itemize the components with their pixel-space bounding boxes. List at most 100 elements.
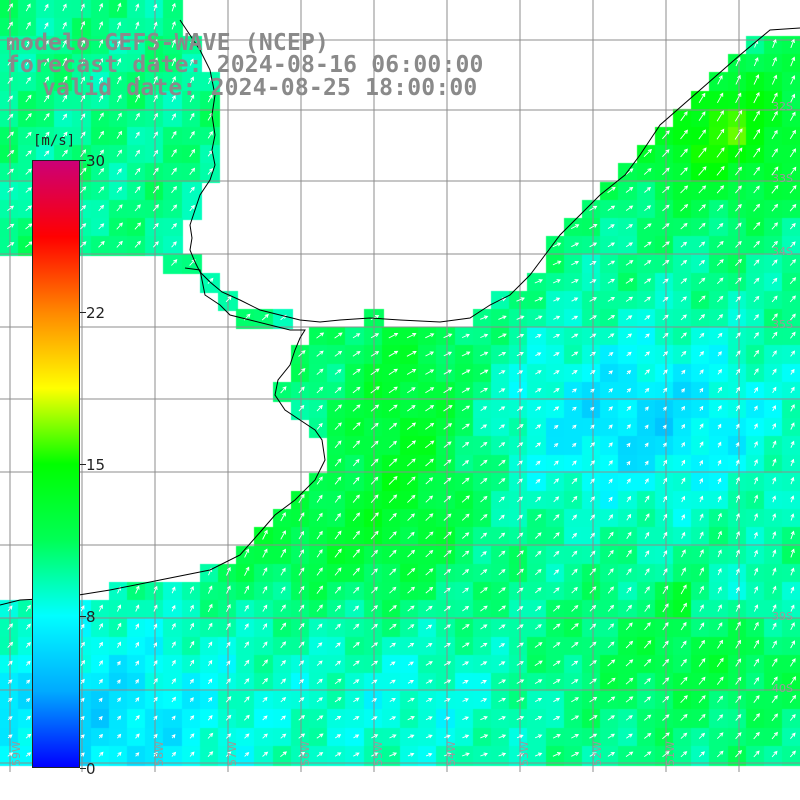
wind-arrow [680,332,687,339]
wind-arrow [135,660,139,666]
wind-arrow [480,315,489,320]
wind-arrow [280,567,286,576]
wind-arrow [626,568,632,576]
wind-arrow [789,148,797,158]
wind-arrow [388,386,398,394]
wind-arrow [698,92,706,104]
wind-arrow [643,223,652,230]
wind-arrow [716,165,725,176]
wind-arrow [590,424,595,430]
wind-arrow [680,148,688,158]
wind-arrow [571,715,580,721]
wind-arrow [771,658,778,667]
wind-arrow [116,604,122,612]
wind-arrow [25,623,31,630]
wind-arrow [425,477,434,485]
wind-arrow [772,56,777,67]
wind-arrow [662,351,669,357]
wind-arrow [44,22,49,30]
wind-arrow [389,661,396,666]
wind-arrow [116,94,122,103]
wind-arrow [353,586,360,594]
wind-arrow [753,405,758,412]
wind-arrow [607,677,616,685]
wind-arrow [753,713,761,722]
wind-arrow [316,660,323,666]
wind-arrow [626,549,632,558]
wind-arrow [517,388,524,393]
wind-arrow [7,40,13,48]
wind-arrow [516,697,525,703]
wind-arrow [771,731,779,740]
wind-arrow [443,333,453,339]
wind-arrow [370,333,380,339]
wind-arrow [772,458,777,467]
wind-arrow [443,441,452,448]
wind-arrow [280,696,287,703]
wind-arrow [371,660,379,666]
wind-arrow [189,604,194,612]
wind-arrow [225,295,232,303]
wind-arrow [407,549,416,558]
wind-arrow [571,679,579,685]
wind-arrow [334,715,342,721]
wind-arrow [753,185,760,194]
wind-arrow [644,442,649,448]
wind-arrow [352,548,361,558]
wind-arrow [135,21,140,30]
wind-arrow [662,332,669,339]
wind-arrow [316,404,323,412]
wind-arrow [134,204,141,212]
wind-arrow [771,259,778,266]
wind-arrow [43,94,50,103]
wind-arrow [535,550,542,557]
wind-arrow [662,677,670,685]
wind-arrow [553,605,561,612]
wind-arrow [153,149,159,157]
wind-arrow [80,39,86,48]
wind-arrow [553,697,561,703]
longitude-label: 55W [372,741,385,766]
wind-arrow [644,315,651,320]
wind-arrow [425,605,433,612]
wind-arrow [480,661,488,666]
wind-arrow [681,567,686,576]
wind-arrow [62,21,67,30]
wind-arrow [26,697,31,703]
wind-arrow [790,476,795,485]
wind-arrow [443,459,452,467]
wind-arrow [680,640,687,649]
wind-arrow [625,260,634,266]
wind-arrow [753,639,759,649]
wind-arrow [389,679,396,684]
wind-arrow [698,277,706,284]
wind-arrow [207,94,213,103]
wind-arrow [571,351,579,357]
wind-arrow [735,350,741,357]
colorbar-unit: [m/s] [33,133,76,149]
wind-arrow [406,333,417,339]
wind-arrow [571,297,579,302]
wind-arrow [7,734,13,739]
wind-arrow [407,661,414,666]
wind-arrow [571,315,579,320]
wind-arrow [389,531,397,540]
wind-arrow [571,586,578,594]
wind-arrow [207,603,213,612]
wind-arrow [262,733,268,739]
wind-arrow [516,424,524,430]
wind-arrow [80,3,85,12]
wind-arrow [608,442,613,448]
wind-arrow [535,460,541,466]
wind-arrow [298,714,306,721]
wind-arrow [754,549,758,558]
wind-arrow [498,605,506,612]
wind-arrow [461,477,470,485]
wind-arrow [644,369,650,375]
wind-arrow [625,242,633,248]
wind-arrow [25,205,33,211]
wind-arrow [717,314,724,321]
wind-arrow [717,495,722,503]
wind-arrow [680,167,688,176]
wind-arrow [589,550,596,557]
